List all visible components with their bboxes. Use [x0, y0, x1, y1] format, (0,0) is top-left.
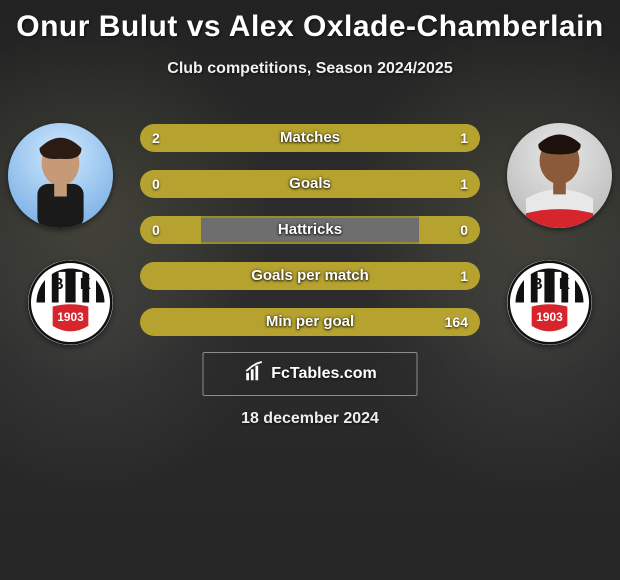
svg-text:K: K [559, 276, 570, 293]
player-right-club-badge: 1903 B J K [507, 260, 592, 345]
date-label: 18 december 2024 [0, 410, 620, 428]
svg-text:J: J [545, 276, 554, 293]
player-left-club-badge: 1903 B J K [28, 260, 113, 345]
subtitle: Club competitions, Season 2024/2025 [0, 60, 620, 78]
brand-box: FcTables.com [203, 352, 418, 396]
svg-text:B: B [532, 276, 543, 293]
player-right-avatar [507, 123, 612, 228]
stat-row: Min per goal164 [140, 308, 480, 336]
svg-text:1903: 1903 [536, 310, 563, 324]
stat-row: Matches21 [140, 124, 480, 152]
stat-row: Goals01 [140, 170, 480, 198]
comparison-bars: Matches21 Goals01 Hattricks00 Goals per mat… [140, 124, 480, 354]
stat-row: Goals per match1 [140, 262, 480, 290]
svg-text:J: J [66, 276, 75, 293]
svg-text:B: B [53, 276, 64, 293]
svg-text:K: K [80, 276, 91, 293]
brand-name: FcTables.com [271, 365, 377, 383]
player-left-avatar [8, 123, 113, 228]
chart-icon [243, 361, 265, 388]
page-title: Onur Bulut vs Alex Oxlade-Chamberlain [0, 0, 620, 44]
svg-text:1903: 1903 [57, 310, 84, 324]
stat-row: Hattricks00 [140, 216, 480, 244]
